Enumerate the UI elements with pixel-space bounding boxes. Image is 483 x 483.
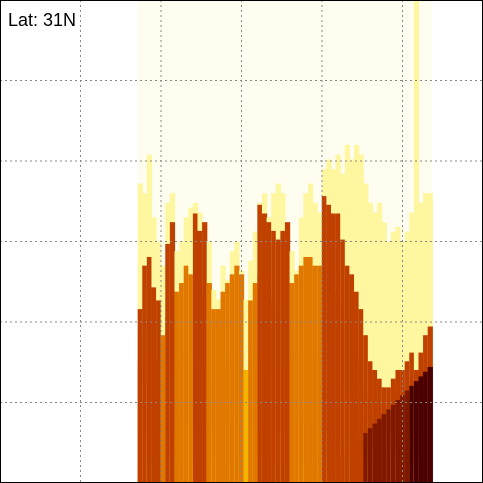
heatmap-cell [160,335,166,483]
heatmap-cell [418,376,424,483]
heatmap-cell [386,409,392,483]
heatmap-cell [321,196,328,483]
heatmap-cell [404,390,410,483]
heatmap-cell [363,433,369,483]
heatmap-cell [377,418,383,483]
heatmap-cell [271,230,277,483]
heatmap-cell [400,241,406,483]
heatmap-cell [326,204,332,483]
heatmap-cell [169,222,176,483]
heatmap-cell [395,227,401,483]
heatmap-cell [418,202,424,483]
heatmap-cell [243,369,249,483]
heatmap-cell [358,437,364,483]
heatmap-cell [367,361,374,483]
heatmap-cell [261,213,268,483]
heatmap-cell [363,183,369,483]
heatmap-cell [220,291,226,483]
heatmap-cell [146,256,153,483]
heatmap-cell [192,213,199,483]
heatmap-cell [423,371,429,483]
heatmap-cell [312,265,318,483]
heatmap-cell [248,300,254,483]
heatmap-cell [202,222,208,483]
heatmap-cell [349,447,355,483]
heatmap-cell [165,243,171,483]
heatmap-cell [340,456,346,483]
heatmap-cell [266,222,272,483]
heatmap-cell [395,399,401,483]
heatmap-cell [386,241,392,483]
heatmap-cell [215,309,222,483]
heatmap-cell [377,202,383,483]
heatmap-cell [413,381,420,483]
heatmap-cell [344,265,351,483]
heatmap-cell [354,291,360,483]
heatmap-cell [206,283,212,483]
heatmap-cell [358,309,364,483]
heatmap-cell [179,283,185,483]
heatmap-cell [238,274,245,483]
heatmap-cell [400,395,406,483]
heatmap-cell [197,230,203,483]
heatmap-cell [367,202,374,483]
heatmap-cell [280,230,286,483]
heatmap-cell [188,274,194,483]
heatmap-cell [349,274,355,483]
heatmap-cell [404,231,410,483]
heatmap-cell [174,291,180,483]
heatmap-cell [427,366,433,483]
heatmap-cell [390,231,397,483]
heatmap-cell [363,335,369,483]
heatmap-cell [409,212,415,483]
heatmap-cell [289,283,295,483]
heatmap-cell [372,212,378,483]
heatmap-cell [137,309,143,483]
heatmap-cell [275,239,281,483]
heatmap-cell [294,274,300,483]
heatmap-cell [381,222,387,483]
heatmap-cell [211,309,217,483]
heatmap-cell [183,265,189,483]
heatmap-cell [335,213,341,483]
heatmap-cell [344,451,351,483]
heatmap-cell [257,204,263,483]
heatmap-cell [298,265,304,483]
heatmap-cell [367,428,374,483]
heatmap-cell [151,287,157,483]
heatmap-cell [372,423,378,483]
heatmap-cell [156,300,162,483]
heatmap-cell [409,385,415,483]
heatmap-cell [307,256,314,483]
heatmap-cell [331,213,337,483]
heatmap-cell [340,239,346,483]
heatmap-cell [284,222,291,483]
heatmap-cell [390,404,397,483]
heatmap-cell [142,265,148,483]
heatmap-cell [303,256,309,483]
heatmap-cell [252,283,258,483]
latitude-label: Lat: 31N [8,10,76,30]
heatmap-cell [317,265,323,483]
heatmap-cell [381,414,387,483]
heatmap-cell [225,283,231,483]
heatmap-cell [229,274,235,483]
heatmap-cell [234,265,240,483]
heatmap-cell [354,442,360,483]
